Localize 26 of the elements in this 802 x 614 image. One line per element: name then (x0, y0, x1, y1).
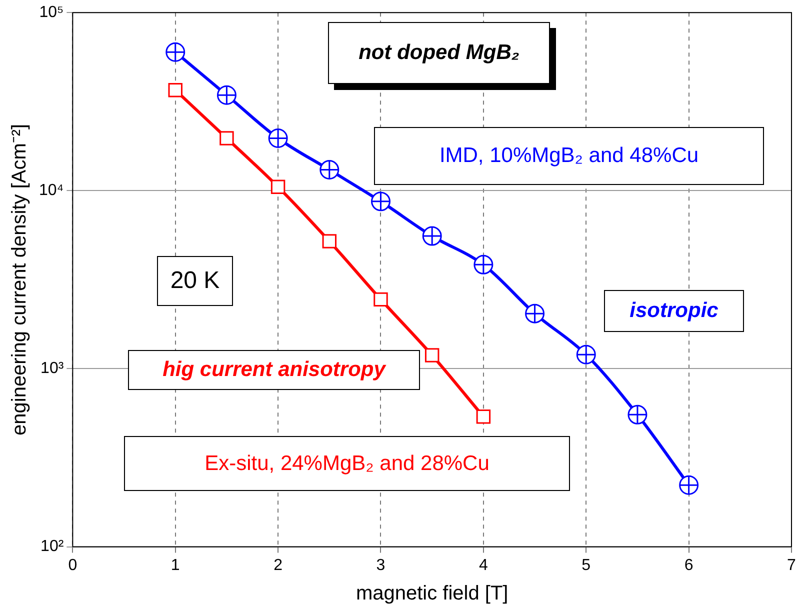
x-tick-label: 7 (787, 556, 796, 574)
x-tick-label: 1 (170, 556, 180, 574)
text-box: isotropic (604, 290, 744, 332)
point (220, 131, 234, 146)
y-tick-label: 10³ (40, 360, 64, 378)
y-tick-label: 10⁴ (39, 182, 64, 200)
point (476, 410, 491, 424)
y-tick-label: 10⁵ (39, 4, 64, 22)
y-tick-label: 10² (40, 538, 64, 556)
x-tick-label: 2 (274, 556, 283, 574)
point (168, 83, 182, 98)
x-tick-label: 4 (478, 556, 488, 574)
point (322, 234, 337, 248)
text-box: Ex-situ, 24%MgB₂ and 28%Cu (124, 436, 570, 491)
x-tick-label: 0 (68, 556, 78, 574)
y-axis-title: engineering current density [Acm⁻²] (8, 124, 31, 436)
x-tick-label: 3 (376, 556, 386, 574)
point (374, 292, 388, 307)
text-box: hig current anisotropy (128, 350, 420, 390)
x-axis-title: magnetic field [T] (356, 582, 508, 605)
point (424, 348, 440, 362)
x-tick-label: 5 (582, 556, 591, 574)
point (270, 180, 286, 194)
text-box: 20 K (157, 256, 233, 306)
text-box: IMD, 10%MgB₂ and 48%Cu (374, 127, 764, 185)
x-tick-label: 6 (684, 556, 694, 574)
